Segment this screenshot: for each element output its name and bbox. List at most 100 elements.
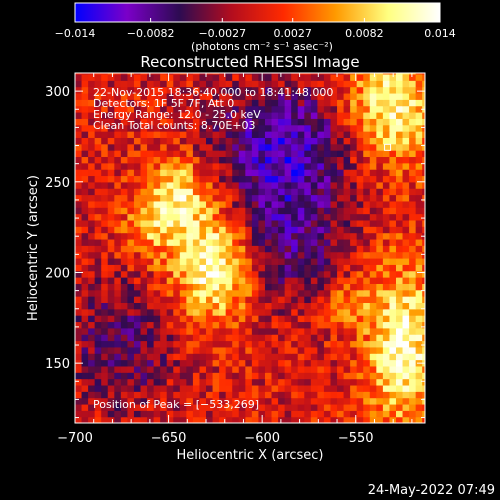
heatmap-cell xyxy=(291,334,299,342)
heatmap-cell xyxy=(94,340,102,348)
heatmap-cell xyxy=(330,99,338,107)
heatmap-cell xyxy=(356,162,364,170)
heatmap-cell xyxy=(147,296,155,304)
heatmap-cell xyxy=(395,194,404,202)
heatmap-cell xyxy=(389,207,397,215)
heatmap-cell xyxy=(225,365,233,373)
heatmap-cell xyxy=(133,416,142,423)
heatmap-cell xyxy=(160,162,168,170)
heatmap-cell xyxy=(363,86,371,94)
heatmap-cell xyxy=(88,245,96,253)
heatmap-cell xyxy=(81,124,89,132)
heatmap-cell xyxy=(317,124,325,132)
heatmap-cell xyxy=(264,327,273,335)
heatmap-cell xyxy=(251,105,260,113)
heatmap-cell xyxy=(291,188,299,196)
annotation-detectors: Detectors: 1F 5F 7F, Att 0 xyxy=(93,97,234,110)
heatmap-cell xyxy=(258,277,266,284)
heatmap-cell xyxy=(284,92,292,100)
heatmap-cell xyxy=(238,257,246,265)
heatmap-cell xyxy=(264,257,273,265)
heatmap-cell xyxy=(120,302,129,310)
heatmap-cell xyxy=(186,283,194,291)
heatmap-cell xyxy=(245,365,253,373)
heatmap-cell xyxy=(199,340,207,348)
heatmap-cell xyxy=(166,384,174,392)
heatmap-cell xyxy=(147,277,155,284)
heatmap-cell xyxy=(415,378,423,386)
heatmap-cell xyxy=(160,124,168,132)
heatmap-cell xyxy=(389,289,397,297)
x-tick-label: −600 xyxy=(244,431,280,446)
heatmap-cell xyxy=(147,92,155,100)
heatmap-cell xyxy=(395,238,404,246)
heatmap-cell xyxy=(212,315,220,323)
heatmap-cell xyxy=(127,264,135,272)
heatmap-cell xyxy=(422,175,425,183)
heatmap-cell xyxy=(206,315,214,323)
heatmap-cell xyxy=(140,321,148,329)
heatmap-cell xyxy=(422,251,425,259)
heatmap-cell xyxy=(402,403,410,411)
heatmap-cell xyxy=(81,416,89,423)
heatmap-cell xyxy=(402,378,410,386)
heatmap-cell xyxy=(395,162,404,170)
heatmap-cell xyxy=(199,169,207,177)
colorbar-tick-label: 0.0082 xyxy=(345,27,384,40)
heatmap-cell xyxy=(173,416,181,423)
heatmap-cell xyxy=(382,384,391,392)
heatmap-cell xyxy=(133,194,142,202)
heatmap-cell xyxy=(350,207,358,215)
heatmap-cell xyxy=(107,131,115,138)
heatmap-cell xyxy=(395,264,404,272)
heatmap-cell xyxy=(101,264,109,272)
heatmap-cell xyxy=(107,73,115,75)
heatmap-cell xyxy=(395,207,404,215)
heatmap-cell xyxy=(140,251,148,259)
heatmap-cell xyxy=(238,162,246,170)
heatmap-cell xyxy=(166,410,174,418)
heatmap-cell xyxy=(343,207,351,215)
heatmap-cell xyxy=(94,251,102,259)
heatmap-cell xyxy=(245,118,253,126)
heatmap-cell xyxy=(173,118,181,126)
heatmap-cell xyxy=(133,346,142,354)
heatmap-cell xyxy=(192,219,201,227)
heatmap-cell xyxy=(219,289,227,297)
heatmap-cell xyxy=(232,410,240,418)
heatmap-cell xyxy=(160,410,168,418)
heatmap-cell xyxy=(330,162,338,170)
heatmap-cell xyxy=(88,251,96,259)
heatmap-cell xyxy=(323,270,332,278)
heatmap-cell xyxy=(271,251,279,259)
heatmap-cell xyxy=(310,270,318,278)
heatmap-cell xyxy=(101,73,109,75)
heatmap-cell xyxy=(350,283,358,291)
heatmap-cell xyxy=(238,99,246,107)
heatmap-cell xyxy=(160,156,168,164)
heatmap-cell xyxy=(330,315,338,323)
heatmap-cell xyxy=(81,245,89,253)
heatmap-cell xyxy=(337,92,345,100)
heatmap-cell xyxy=(350,340,358,348)
heatmap-cell xyxy=(422,99,425,107)
heatmap-cell xyxy=(75,92,83,100)
heatmap-cell xyxy=(330,289,338,297)
heatmap-cell xyxy=(415,111,423,119)
heatmap-cell xyxy=(133,296,142,304)
heatmap-cell xyxy=(389,308,397,316)
heatmap-cell xyxy=(330,111,338,119)
heatmap-cell xyxy=(75,219,83,227)
heatmap-cell xyxy=(225,105,233,113)
heatmap-cell xyxy=(291,143,299,151)
heatmap-cell xyxy=(160,378,168,386)
heatmap-cell xyxy=(120,162,129,170)
heatmap-cell xyxy=(376,296,384,304)
heatmap-cell xyxy=(251,289,260,297)
heatmap-cell xyxy=(409,251,417,259)
heatmap-cell xyxy=(94,232,102,240)
heatmap-cell xyxy=(297,353,305,361)
heatmap-cell xyxy=(382,372,391,380)
heatmap-cell xyxy=(107,219,115,227)
heatmap-cell xyxy=(160,308,168,316)
